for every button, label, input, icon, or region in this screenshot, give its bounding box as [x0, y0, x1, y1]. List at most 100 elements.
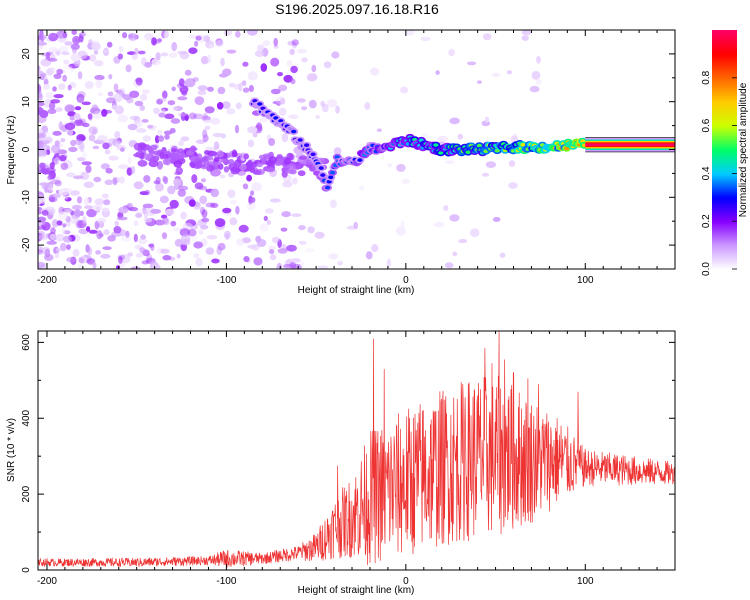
spectrogram-noise-cell: [206, 234, 218, 240]
colorbar-strip: [712, 97, 737, 101]
spectrogram-noise-cell: [171, 86, 176, 92]
spectrogram-branch-cell: [138, 143, 146, 150]
spectrogram-noise-cell: [207, 86, 214, 92]
spectrogram-noise-cell: [89, 54, 97, 62]
spectrogram-noise-cell: [134, 100, 144, 107]
spectrogram-noise-cell: [289, 48, 295, 56]
spectrogram-noise-cell: [70, 43, 80, 50]
spectrogram-noise-cell: [108, 74, 113, 80]
spectrogram-noise-cell: [39, 162, 46, 169]
spectrogram-noise-cell: [62, 31, 68, 39]
spectrogram-noise-cell: [53, 157, 60, 165]
colorbar-strip: [712, 175, 737, 178]
spectrogram-noise-cell: [88, 229, 98, 234]
x-tick-label: -100: [216, 576, 236, 587]
spectrogram-noise-cell: [288, 114, 299, 119]
spectrogram-noise-cell: [86, 226, 91, 232]
spectrogram-noise-cell: [234, 124, 240, 134]
spectrogram-noise-cell: [184, 69, 192, 76]
spectrogram-noise-cell: [210, 117, 221, 125]
spectrogram-noise-cell: [164, 113, 175, 120]
colorbar-strip: [712, 185, 737, 188]
spectrogram-ridge-point: [304, 143, 310, 147]
spectrogram-noise-cell: [207, 54, 212, 64]
spectrogram-noise-cell: [101, 108, 108, 117]
spectrogram-noise-cell: [157, 38, 163, 43]
spectrogram-noise-cell: [395, 226, 406, 236]
spectrogram-noise-cell: [202, 112, 208, 120]
colorbar-strip: [712, 67, 737, 71]
spectrogram-noise-cell: [171, 41, 178, 52]
spectrogram-noise-cell: [62, 188, 73, 193]
spectrogram-noise-cell: [469, 228, 480, 238]
spectrogram-noise-cell: [49, 233, 57, 241]
spectrogram-branch-cell: [231, 151, 238, 158]
colorbar-strip: [712, 51, 737, 55]
spectrogram-noise-cell: [117, 216, 128, 221]
spectrogram-noise-cell: [61, 51, 70, 56]
spectrogram-noise-cell: [52, 193, 61, 199]
spectrogram-ridge-point: [297, 138, 303, 142]
spectrogram-noise-cell: [270, 198, 281, 203]
colorbar-strip: [712, 229, 737, 232]
spectrogram-noise-cell: [268, 245, 277, 251]
spectrogram-noise-cell: [286, 244, 297, 252]
spectrogram-noise-cell: [38, 89, 43, 99]
colorbar-strip: [712, 261, 737, 264]
spectrogram-noise-cell: [476, 80, 482, 84]
spectrogram-noise-cell: [192, 77, 199, 82]
spectrogram-noise-cell: [79, 170, 86, 178]
colorbar-strip: [712, 191, 737, 194]
spectrogram-noise-cell: [90, 40, 101, 50]
spectrogram-noise-cell: [57, 211, 68, 221]
spectrogram-noise-cell: [118, 206, 129, 214]
spectrogram-noise-cell: [203, 35, 211, 42]
spectrogram-noise-cell: [247, 244, 257, 249]
spectrogram-noise-cell: [95, 250, 102, 255]
spectrogram-noise-cell: [277, 239, 282, 248]
spectrogram-noise-cell: [176, 50, 188, 55]
spectrogram-noise-cell: [88, 134, 96, 142]
spectrogram-noise-cell: [199, 195, 208, 205]
spectrogram-noise-cell: [64, 104, 75, 113]
spectrogram-noise-cell: [210, 188, 220, 198]
spectrogram-noise-cell: [264, 208, 274, 214]
spectrogram-noise-cell: [46, 240, 57, 245]
spectrogram-noise-cell: [223, 30, 233, 36]
spectrogram-noise-cell: [144, 33, 154, 41]
colorbar-strip: [712, 177, 737, 180]
spectrogram-noise-cell: [243, 256, 250, 263]
spectrogram-noise-cell: [101, 193, 109, 199]
colorbar-strip: [712, 47, 737, 51]
colorbar-strip: [712, 211, 737, 214]
spectrogram-noise-cell: [63, 160, 73, 169]
spectrogram-noise-cell: [62, 223, 67, 228]
colorbar-strip: [712, 235, 737, 238]
spectrogram-ridge-point: [326, 179, 332, 184]
spectrogram-noise-cell: [128, 33, 134, 39]
colorbar-strip: [712, 121, 737, 125]
spectrogram-noise-cell: [256, 47, 263, 52]
spectrogram-noise-cell: [52, 86, 57, 92]
spectrogram-noise-cell: [38, 132, 47, 138]
spectrogram-noise-cell: [155, 176, 161, 185]
spectrogram-branch-cell: [177, 148, 185, 155]
spectrogram-noise-cell: [118, 256, 123, 264]
colorbar-tick-label: 0.6: [701, 118, 712, 132]
colorbar-strip: [712, 267, 737, 270]
spectrogram-noise-cell: [112, 138, 121, 147]
spectrogram-noise-cell: [73, 119, 84, 127]
spectrogram-noise-cell: [146, 253, 153, 263]
spectrogram-noise-cell: [291, 39, 299, 46]
spectrogram-noise-cell: [317, 265, 329, 269]
spectrogram-noise-cell: [113, 83, 119, 92]
spectrogram-noise-cell: [129, 115, 139, 120]
colorbar-strip: [712, 173, 737, 176]
colorbar-strip: [712, 89, 737, 93]
spectrogram-noise-cell: [346, 225, 357, 230]
spectrogram-noise-cell: [60, 242, 67, 252]
spectrogram-noise-cell: [41, 169, 51, 175]
spectrogram-noise-cell: [134, 47, 139, 55]
spectrogram-noise-cell: [142, 135, 152, 142]
spectrogram-noise-cell: [94, 74, 105, 81]
